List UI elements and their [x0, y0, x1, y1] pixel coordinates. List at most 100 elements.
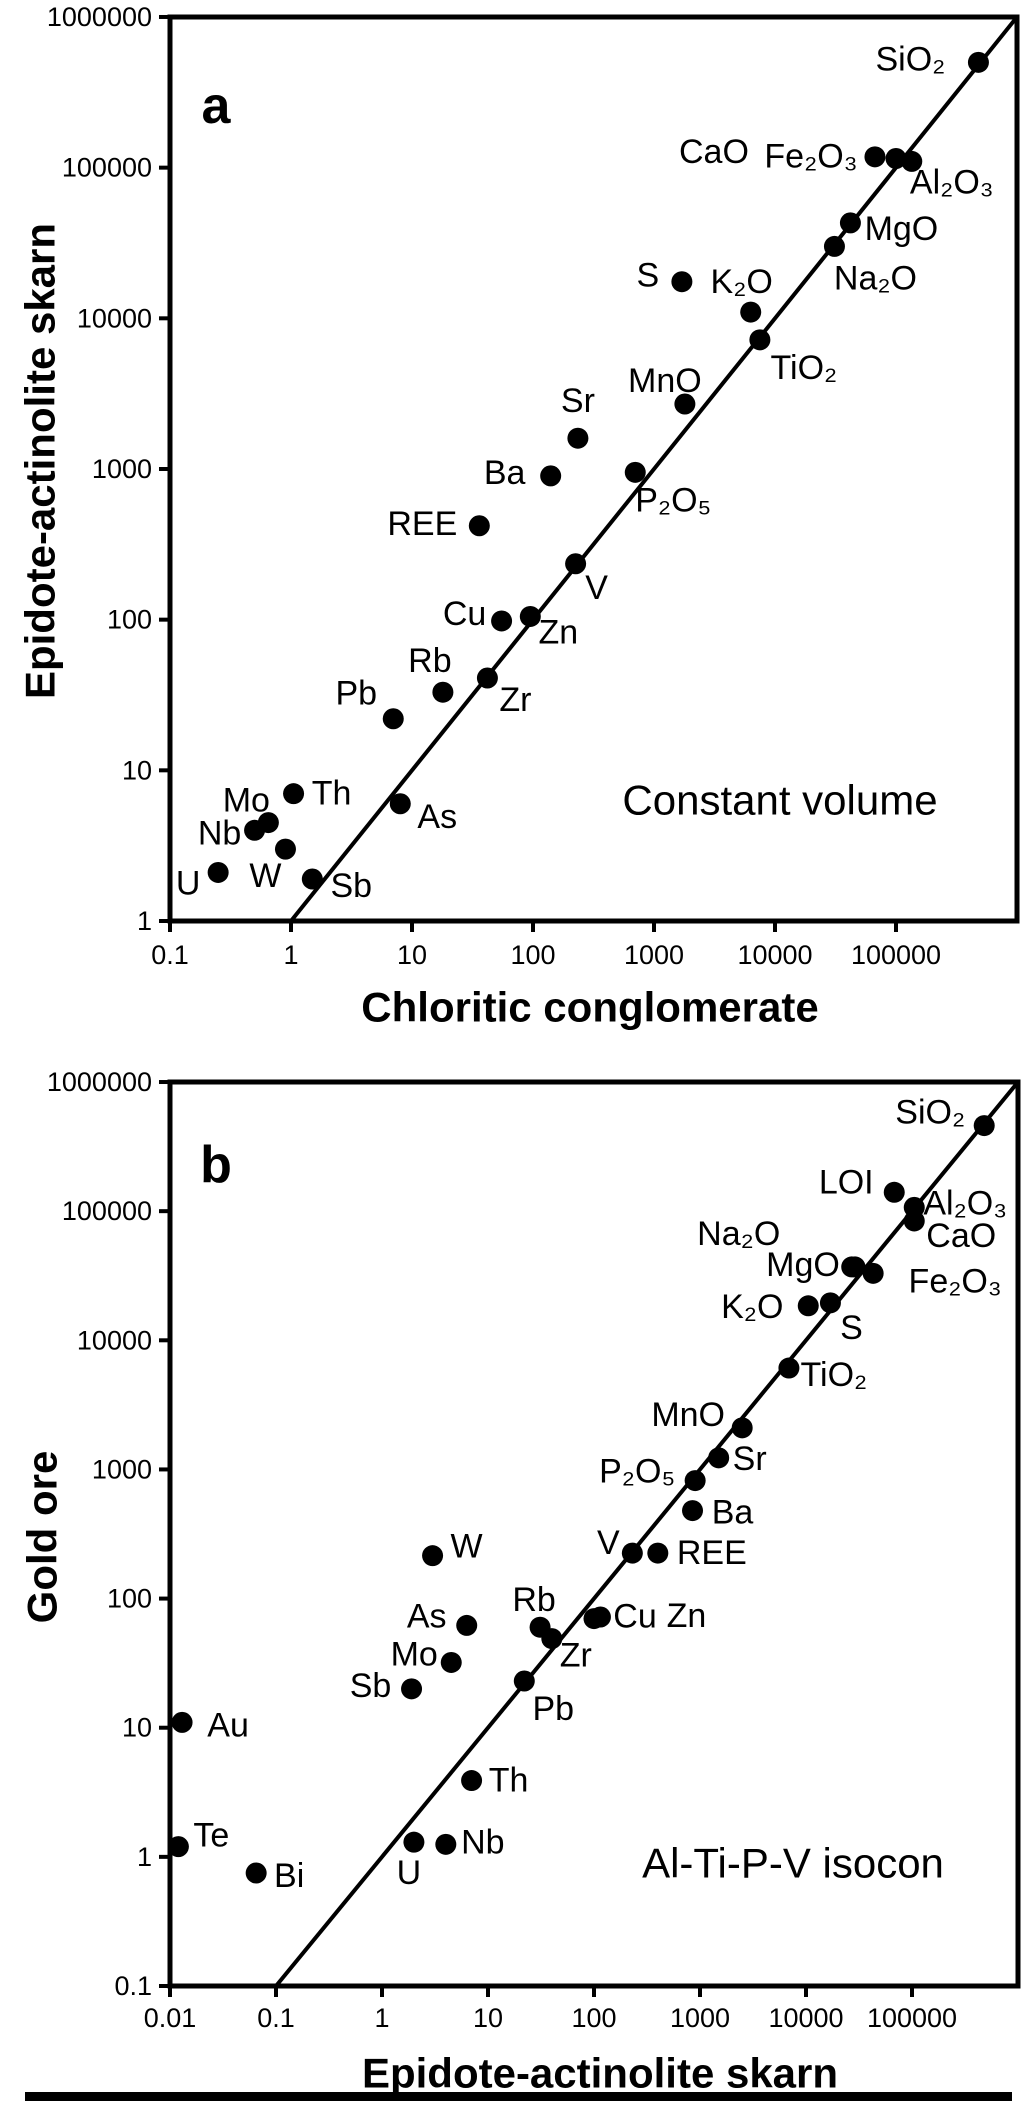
point-label-Zn: Zn — [667, 1597, 707, 1635]
data-point-Rb — [432, 681, 454, 703]
x-tick-label: 10 — [473, 2003, 503, 2033]
x-tick-label: 1000 — [624, 940, 684, 970]
point-label-TiO2: TiO₂ — [771, 349, 838, 387]
data-point-Ba — [682, 1500, 704, 1522]
point-label-CaO: CaO — [679, 133, 749, 171]
isocon-line — [274, 1080, 1020, 1988]
data-point-MnO — [731, 1417, 753, 1439]
point-label-MnO: MnO — [628, 362, 702, 400]
data-point-MgO — [844, 1256, 866, 1278]
point-label-Cu: Cu — [613, 1598, 656, 1636]
point-label-V: V — [585, 569, 608, 607]
data-point-REE — [647, 1542, 669, 1564]
x-tick-label: 100 — [510, 940, 555, 970]
data-point-Pb — [382, 708, 404, 730]
y-tick-label: 1000000 — [47, 1067, 152, 1097]
y-tick-label: 10000 — [77, 303, 152, 333]
point-label-Sb: Sb — [350, 1667, 392, 1705]
data-point-Au — [171, 1711, 193, 1733]
point-label-K2O: K₂O — [721, 1288, 783, 1326]
point-label-TiO2: TiO₂ — [801, 1356, 868, 1394]
data-point-TiO2 — [749, 329, 771, 351]
point-label-Th: Th — [489, 1762, 529, 1800]
data-point-S — [819, 1292, 841, 1314]
point-label-As: As — [417, 798, 457, 836]
point-label-Bi: Bi — [274, 1857, 304, 1895]
point-label-Rb: Rb — [408, 642, 451, 680]
panel-b-yaxis-title: Gold ore — [19, 1451, 66, 1624]
point-label-Fe2O3: Fe₂O₃ — [909, 1262, 1002, 1300]
y-tick-label: 1000000 — [47, 2, 152, 32]
point-label-V: V — [597, 1524, 620, 1562]
data-point-Sb — [301, 868, 323, 890]
point-label-CaO: CaO — [926, 1217, 996, 1255]
point-label-SiO2: SiO₂ — [895, 1094, 965, 1132]
y-tick-label: 100000 — [62, 1196, 152, 1226]
point-label-Al2O3: Al₂O₃ — [923, 1184, 1007, 1222]
data-point-Mo — [440, 1651, 462, 1673]
data-point-Fe2O3 — [862, 1262, 884, 1284]
data-point-CaO — [864, 146, 886, 168]
x-tick-label: 10000 — [737, 940, 812, 970]
point-label-S: S — [840, 1309, 863, 1347]
point-label-Na2O: Na₂O — [834, 259, 917, 297]
data-point-K2O — [797, 1295, 819, 1317]
y-tick-label: 1000 — [92, 454, 152, 484]
data-point-As — [456, 1614, 478, 1636]
point-label-U: U — [397, 1854, 422, 1892]
y-tick-label: 100 — [107, 1584, 152, 1614]
x-tick-label: 1 — [374, 2003, 389, 2033]
data-point-P2O5 — [624, 461, 646, 483]
data-point-P2O5 — [684, 1470, 706, 1492]
point-label-Au: Au — [207, 1706, 249, 1744]
y-tick-label: 100000 — [62, 153, 152, 183]
y-tick-label: 10000 — [77, 1325, 152, 1355]
panel-b-letter: b — [200, 1136, 232, 1194]
data-point-Sr — [708, 1447, 730, 1469]
y-tick-label: 0.1 — [114, 1971, 152, 2001]
panel-b-annotation: Al-Ti-P-V isocon — [642, 1840, 944, 1887]
data-point-Sb — [401, 1678, 423, 1700]
data-point-S — [671, 271, 693, 293]
point-label-K2O: K₂O — [711, 263, 773, 301]
y-tick-label: 1 — [137, 906, 152, 936]
point-label-Mo: Mo — [223, 782, 270, 820]
panel-a-annotation: Constant volume — [622, 777, 937, 824]
x-tick-label: 0.1 — [257, 2003, 295, 2033]
data-point-Na2O — [823, 235, 845, 257]
point-label-Zn: Zn — [538, 613, 578, 651]
data-point-Ba — [540, 465, 562, 487]
point-label-S: S — [637, 257, 660, 295]
point-label-Sb: Sb — [331, 867, 373, 905]
x-tick-label: 1 — [283, 940, 298, 970]
point-label-Na2O: Na₂O — [697, 1215, 780, 1253]
data-point-Zr — [541, 1628, 563, 1650]
data-point-U — [207, 861, 229, 883]
data-point-U — [403, 1831, 425, 1853]
point-label-Th: Th — [312, 775, 352, 813]
point-label-Sr: Sr — [733, 1440, 767, 1478]
y-tick-label: 10 — [122, 755, 152, 785]
point-label-Ba: Ba — [484, 454, 526, 492]
data-point-Th — [283, 783, 305, 805]
data-point-V — [621, 1542, 643, 1564]
point-label-W: W — [249, 857, 281, 895]
data-point-LOI — [883, 1181, 905, 1203]
data-point-MnO — [674, 393, 696, 415]
x-tick-label: 100000 — [851, 940, 941, 970]
point-label-Pb: Pb — [335, 675, 377, 713]
x-tick-label: 0.1 — [151, 940, 189, 970]
panel-b-xaxis-title: Epidote-actinolite skarn — [362, 2050, 838, 2097]
point-label-MnO: MnO — [651, 1396, 725, 1434]
point-label-Rb: Rb — [512, 1581, 555, 1619]
panel-a-xaxis-title: Chloritic conglomerate — [361, 984, 818, 1031]
data-point-Fe2O3 — [885, 148, 907, 170]
data-point-Th — [461, 1770, 483, 1792]
point-label-Fe2O3: Fe₂O₃ — [764, 138, 857, 176]
data-point-SiO2 — [967, 51, 989, 73]
y-tick-label: 1 — [137, 1842, 152, 1872]
point-label-Nb: Nb — [198, 814, 241, 852]
panel-a-yaxis-title: Epidote-actinolite skarn — [17, 223, 64, 699]
data-point-REE — [468, 515, 490, 537]
data-point-K2O — [740, 301, 762, 323]
